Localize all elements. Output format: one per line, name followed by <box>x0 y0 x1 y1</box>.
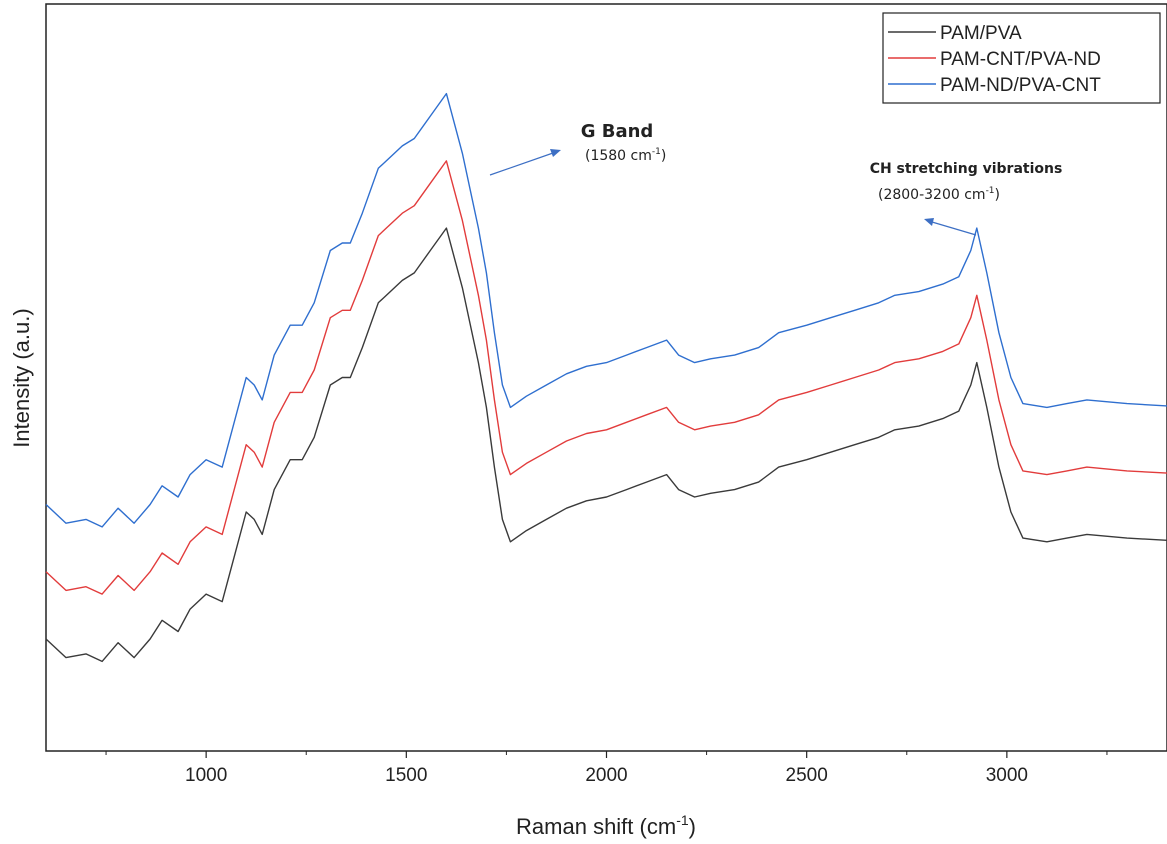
g-band-subtitle: (1580 cm-1) <box>585 147 666 164</box>
x-tick-label: 1000 <box>185 765 227 786</box>
legend-label-pam-pva: PAM/PVA <box>940 23 1022 44</box>
x-tick-label: 3000 <box>986 765 1028 786</box>
annotation-ch-stretching: CH stretching vibrations (2800-3200 cm-1… <box>870 161 1063 236</box>
series-line-pam-pva <box>45 227 1167 663</box>
series-layer <box>45 92 1167 663</box>
y-axis-title: Intensity (a.u.) <box>9 308 34 447</box>
legend: PAM/PVA PAM-CNT/PVA-ND PAM-ND/PVA-CNT <box>882 12 1161 104</box>
series-line-pam-nd-pva-cnt <box>45 92 1167 528</box>
x-tick-label: 2500 <box>786 765 828 786</box>
ch-arrow <box>931 221 977 236</box>
g-band-arrowhead <box>550 149 561 157</box>
ch-title: CH stretching vibrations <box>870 161 1063 177</box>
series-line-pam-cnt-pva-nd <box>45 160 1167 595</box>
x-tick-label: 1500 <box>385 765 427 786</box>
x-axis-title: Raman shift (cm-1) <box>516 812 696 839</box>
x-axis-title-sup: -1 <box>676 812 689 828</box>
g-band-title: G Band <box>581 121 654 142</box>
plot-frame <box>45 3 1167 752</box>
ch-arrowhead <box>924 218 934 226</box>
legend-label-pam-nd-pva-cnt: PAM-ND/PVA-CNT <box>940 75 1101 96</box>
legend-label-pam-cnt-pva-nd: PAM-CNT/PVA-ND <box>940 49 1101 70</box>
annotation-g-band: G Band (1580 cm-1) <box>489 121 666 176</box>
x-axis: 1000 1500 2000 2500 3000 <box>105 751 1108 786</box>
ch-subtitle: (2800-3200 cm-1) <box>878 186 1000 203</box>
g-band-arrow <box>489 152 554 176</box>
x-tick-label: 2000 <box>585 765 627 786</box>
